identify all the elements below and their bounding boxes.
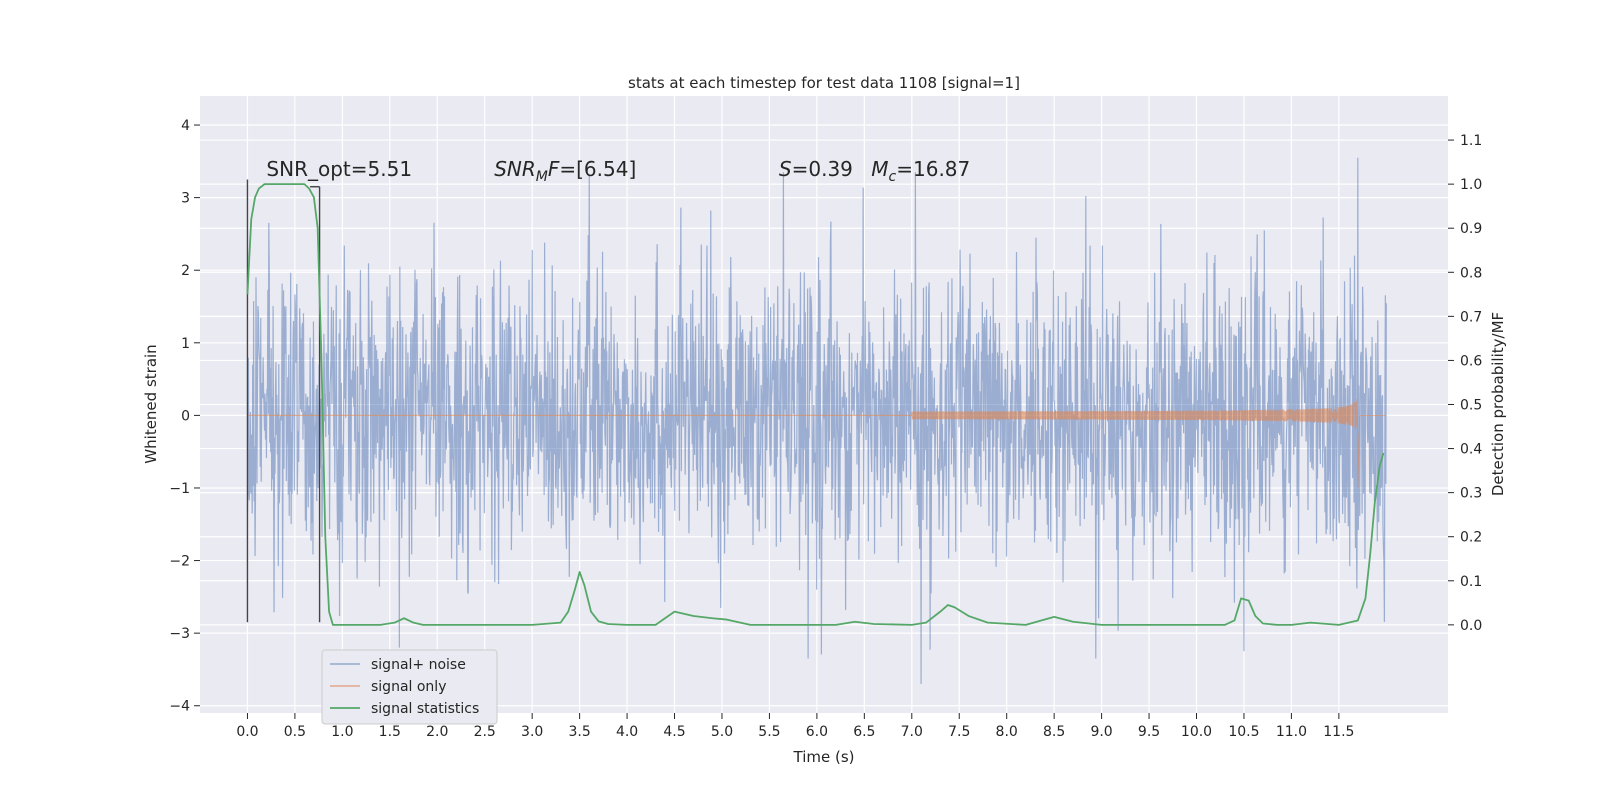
x-tick-label: 9.0	[1090, 724, 1112, 740]
y-tick-label: 3	[181, 191, 190, 207]
y2-tick-label: 0.0	[1460, 618, 1482, 634]
x-tick-label: 3.0	[521, 724, 543, 740]
y2-tick-label: 1.0	[1460, 177, 1482, 193]
y2-tick-label: 0.6	[1460, 353, 1482, 369]
legend-label-signal-noise: signal+ noise	[371, 657, 466, 673]
y-tick-label: −2	[169, 554, 190, 570]
x-tick-label: 2.0	[426, 724, 448, 740]
x-tick-label: 7.5	[948, 724, 970, 740]
x-tick-label: 5.5	[758, 724, 780, 740]
x-tick-label: 10.5	[1228, 724, 1259, 740]
legend: signal+ noise signal only signal statist…	[321, 649, 498, 725]
x-tick-label: 8.5	[1043, 724, 1065, 740]
x-tick-label: 9.5	[1138, 724, 1160, 740]
y-tick-label: −4	[169, 699, 190, 715]
annotation-snr-mf: SNRMF=[6.54]	[494, 157, 636, 185]
legend-box	[321, 649, 498, 725]
x-tick-label: 10.0	[1181, 724, 1212, 740]
y-tick-label: 1	[181, 336, 190, 352]
x-tick-label: 7.0	[901, 724, 923, 740]
y-tick-label: −1	[169, 481, 190, 497]
x-tick-label: 0.0	[236, 724, 258, 740]
signal-statistics-line	[246, 183, 1385, 626]
vertical-markers	[246, 179, 321, 623]
y2-axis-label: Detection probability/MF	[1489, 312, 1507, 496]
y2-tick-label: 0.1	[1460, 574, 1482, 590]
x-tick-label: 5.0	[711, 724, 733, 740]
y2-tick-label: 0.4	[1460, 442, 1482, 458]
y2-tick-label: 1.1	[1460, 133, 1482, 149]
x-axis-label: Time (s)	[793, 748, 855, 766]
x-tick-label: 6.0	[806, 724, 828, 740]
x-tick-label: 11.5	[1323, 724, 1354, 740]
x-tick-label: 4.5	[663, 724, 685, 740]
annotations: SNR_opt=5.51 SNRMF=[6.54] S=0.39 Mc=16.87	[266, 157, 970, 185]
y-axis-label: Whitened strain	[142, 344, 160, 463]
y2-tick-label: 0.5	[1460, 398, 1482, 414]
signal-noise-series	[246, 157, 1387, 684]
x-tick-label: 4.0	[616, 724, 638, 740]
signal-statistics-series	[246, 183, 1385, 626]
legend-label-signal-only: signal only	[371, 679, 446, 695]
y-tick-label: −3	[169, 626, 190, 642]
signal-noise-line	[246, 157, 1387, 684]
x-tick-label: 0.5	[284, 724, 306, 740]
y2-tick-label: 0.8	[1460, 265, 1482, 281]
y2-tick-label: 0.3	[1460, 486, 1482, 502]
y2-tick-label: 0.7	[1460, 309, 1482, 325]
x-tick-label: 1.0	[331, 724, 353, 740]
y-tick-label: 0	[181, 408, 190, 424]
x-tick-label: 1.5	[379, 724, 401, 740]
signal-only-series	[247, 398, 1387, 488]
chart-title: stats at each timestep for test data 110…	[628, 74, 1020, 92]
x-tick-label: 6.5	[853, 724, 875, 740]
annotation-snr-opt: SNR_opt=5.51	[266, 157, 412, 181]
y2-tick-label: 0.9	[1460, 221, 1482, 237]
y-tick-label: 2	[181, 263, 190, 279]
annotation-s-mc: S=0.39 Mc=16.87	[779, 157, 970, 185]
y-tick-label: 4	[181, 118, 190, 134]
x-tick-label: 2.5	[474, 724, 496, 740]
legend-label-signal-statistics: signal statistics	[371, 701, 479, 717]
x-tick-label: 8.0	[996, 724, 1018, 740]
axes: 0.0 0.5 1.0 1.5 2.0 2.5 3.0 3.5 4.0 4.5 5.0 5.5 6.0 6…	[169, 118, 1482, 740]
x-tick-label: 3.5	[568, 724, 590, 740]
signal-only-chirp	[911, 398, 1387, 488]
x-tick-label: 11.0	[1276, 724, 1307, 740]
y2-tick-label: 0.2	[1460, 530, 1482, 546]
